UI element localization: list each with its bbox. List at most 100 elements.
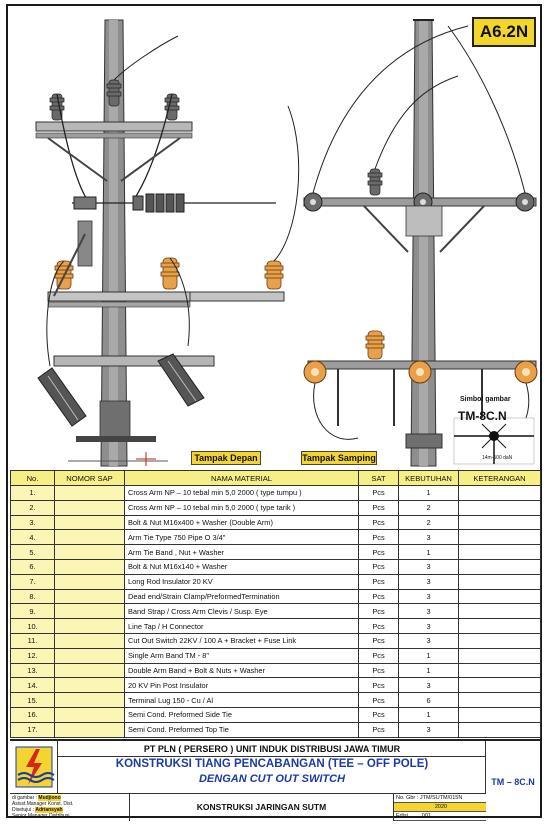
cell-material: 20 KV Pin Post Insulator: [124, 677, 359, 694]
symbol-drawing: [453, 417, 535, 465]
cell-sap: [54, 618, 125, 634]
cell-unit: Pcs: [358, 632, 399, 649]
pln-logo: [10, 741, 58, 793]
cell-qty: 3: [398, 618, 459, 634]
cell-qty: 3: [398, 632, 459, 649]
table-row: 17. Semi Cond. Preformed Top Tie Pcs 3: [10, 721, 541, 738]
cell-note: [458, 603, 541, 620]
table-row: 8. Dead end/Strain Clamp/PreformedTermina…: [10, 588, 541, 605]
cell-sap: [54, 499, 125, 516]
table-row: 15. Terminal Lug 150 - Cu / Al Pcs 6: [10, 692, 541, 708]
cell-sap: [54, 647, 125, 664]
cell-unit: Pcs: [358, 529, 399, 546]
col-header-note: KETERANGAN: [458, 470, 541, 486]
strain-insulator: [72, 193, 276, 213]
cell-no: 4.: [10, 529, 55, 546]
cell-qty: 2: [398, 514, 459, 531]
cell-qty: 3: [398, 721, 459, 738]
cell-material: Bolt & Nut M16x400 + Washer (Double Arm): [124, 514, 359, 531]
cell-note: [458, 721, 541, 738]
title-row-bottom: di gambar : Mudjiono Asisst.Manager Kons…: [10, 793, 486, 821]
cell-sap: [54, 692, 125, 708]
cell-material: Cross Arm NP – 10 tebal min 5,0 2000 ( t…: [124, 499, 359, 516]
cell-sap: [54, 662, 125, 679]
pole-drawing: A6.2N Tampak Depan Tampak Samping Simbol…: [8, 6, 540, 469]
col-header-qty: KEBUTUHAN: [398, 470, 459, 486]
cell-qty: 1: [398, 485, 459, 501]
col-header-material: NAMA MATERIAL: [124, 470, 359, 486]
table-row: 13. Double Arm Band + Bolt & Nuts + Washe…: [10, 662, 541, 679]
construction-code: TM – 8C.N: [491, 777, 535, 787]
edition: Edisi 001: [394, 812, 486, 821]
table-row: 9. Band Strap / Cross Arm Clevis / Susp. …: [10, 603, 541, 620]
cell-sap: [54, 721, 125, 738]
drawing-subtitle: DENGAN CUT OUT SWITCH: [198, 773, 346, 785]
cell-unit: Pcs: [358, 662, 399, 679]
drawing-number: No. Gbr : JTM/SUTM/015N: [394, 794, 486, 803]
table-row: 5. Arm Tie Band , Nut + Washer Pcs 1: [10, 544, 541, 560]
front-view-pole: [35, 19, 300, 467]
cut-out-switch-right: [157, 353, 205, 407]
cell-qty: 3: [398, 603, 459, 620]
cell-qty: 2: [398, 499, 459, 516]
cell-sap: [54, 485, 125, 501]
cut-out-switch-left: [37, 367, 87, 427]
drawing-code-badge: A6.2N: [472, 17, 536, 47]
cell-material: Terminal Lug 150 - Cu / Al: [124, 692, 359, 708]
signatures: di gambar : Mudjiono Asisst.Manager Kons…: [10, 794, 130, 821]
cell-qty: 3: [398, 558, 459, 575]
cell-material: Double Arm Band + Bolt & Nuts + Washer: [124, 662, 359, 679]
cell-sap: [54, 529, 125, 546]
cell-qty: 1: [398, 544, 459, 560]
table-row: 11. Cut Out Switch 22KV / 100 A + Bracket…: [10, 632, 541, 649]
cell-material: Semi Cond. Preformed Top Tie: [124, 721, 359, 738]
drawing-meta: No. Gbr : JTM/SUTM/015N 2020 Edisi 001: [394, 794, 486, 821]
construction-sheet: A6.2N Tampak Depan Tampak Samping Simbol…: [6, 4, 542, 821]
cell-qty: 1: [398, 662, 459, 679]
cell-no: 17.: [10, 721, 55, 738]
cell-no: 9.: [10, 603, 55, 620]
cell-qty: 6: [398, 692, 459, 708]
cell-qty: 1: [398, 647, 459, 664]
approved-by: Disetujui : Adriansyah: [12, 807, 63, 813]
cell-unit: Pcs: [358, 558, 399, 575]
cell-note: [458, 544, 541, 560]
pole-illustration: [35, 19, 538, 467]
cell-sap: [54, 588, 125, 605]
cell-unit: Pcs: [358, 603, 399, 620]
symbol-subtitle: 14m-500 daN: [482, 455, 513, 461]
cell-sap: [54, 558, 125, 575]
approved-role: Senior Manager Distribusi: [12, 813, 70, 819]
cell-unit: Pcs: [358, 588, 399, 605]
cell-material: Semi Cond. Preformed Side Tie: [124, 706, 359, 723]
table-row: 3. Bolt & Nut M16x400 + Washer (Double Ar…: [10, 514, 541, 531]
cell-unit: Pcs: [358, 677, 399, 694]
cell-material: Single Arm Band TM - 8": [124, 647, 359, 664]
table-row: 10. Line Tap / H Connector Pcs 3: [10, 618, 541, 634]
drawn-role: Asisst.Manager Konst. Dist.: [12, 801, 74, 807]
drawing-year: 2020: [394, 803, 486, 812]
table-row: 1. Cross Arm NP – 10 tebal min 5,0 2000 (…: [10, 485, 541, 501]
symbol-title: Simbol gambar: [460, 396, 511, 403]
cell-unit: Pcs: [358, 485, 399, 501]
table-row: 4. Arm Tie Type 750 Pipe O 3/4" Pcs 3: [10, 529, 541, 546]
cell-note: [458, 662, 541, 679]
cell-material: Cross Arm NP – 10 tebal min 5,0 2000 ( t…: [124, 485, 359, 501]
cell-note: [458, 529, 541, 546]
cell-material: Arm Tie Band , Nut + Washer: [124, 544, 359, 560]
cell-no: 6.: [10, 558, 55, 575]
cell-unit: Pcs: [358, 647, 399, 664]
cell-material: Line Tap / H Connector: [124, 618, 359, 634]
cell-no: 3.: [10, 514, 55, 531]
cell-material: Cut Out Switch 22KV / 100 A + Bracket + …: [124, 632, 359, 649]
cell-note: [458, 632, 541, 649]
material-table: No. NOMOR SAP NAMA MATERIAL SAT KEBUTUHA…: [10, 470, 541, 738]
col-header-sap: NOMOR SAP: [54, 470, 125, 486]
symbol-code: TM-8C.N: [458, 409, 507, 423]
side-view-pole: [303, 19, 538, 467]
cell-no: 11.: [10, 632, 55, 649]
cell-unit: Pcs: [358, 544, 399, 560]
cell-note: [458, 573, 541, 590]
cell-qty: 3: [398, 677, 459, 694]
cell-unit: Pcs: [358, 618, 399, 634]
